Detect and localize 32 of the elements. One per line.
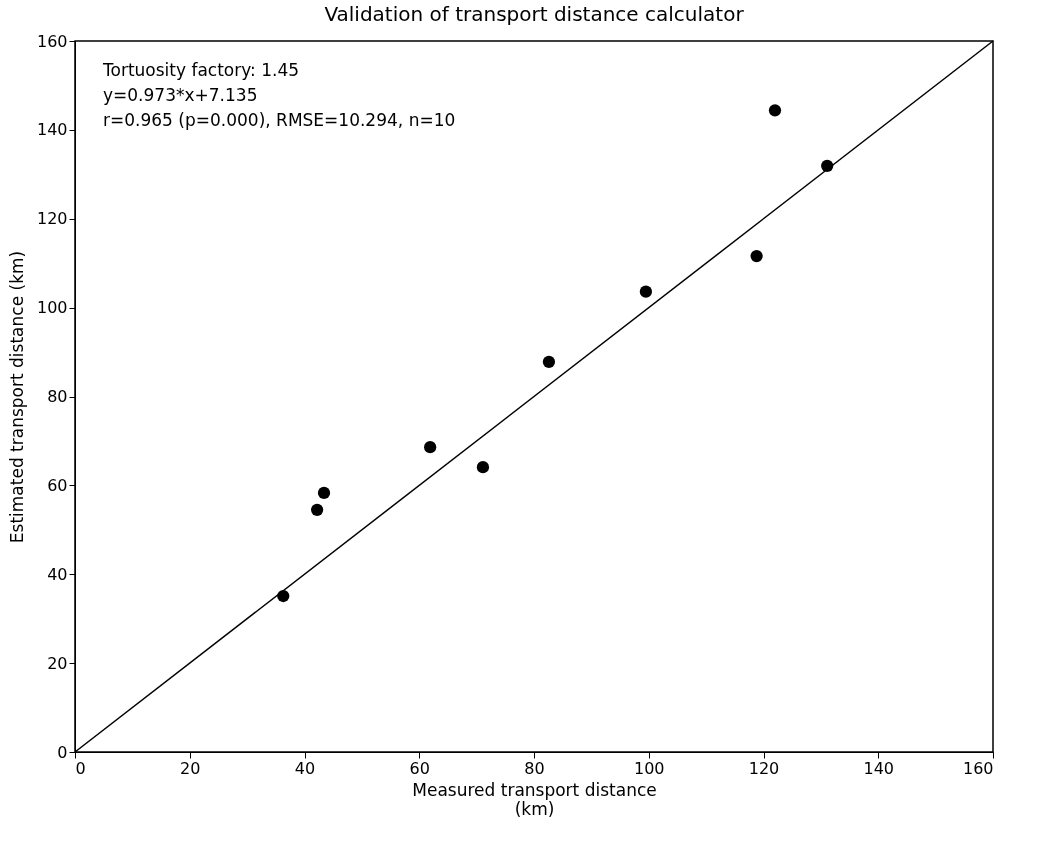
y-tick-label: 100	[36, 298, 68, 318]
y-tick-label: 140	[36, 120, 68, 140]
point	[542, 355, 556, 368]
y-tick-label: 120	[36, 209, 68, 229]
point	[317, 486, 331, 500]
y-axis-title: Estimated transport distance (km)	[6, 250, 27, 544]
y-tick-label: 40	[47, 564, 68, 584]
point	[424, 441, 437, 454]
y-tick-label: 80	[47, 387, 68, 406]
point	[750, 249, 763, 263]
annotation: y=0.973*x+7.135	[103, 85, 258, 105]
x-tick-label: 0	[75, 758, 86, 778]
x-tick-label: 120	[748, 758, 780, 778]
point	[639, 285, 653, 298]
x-tick-label: 60	[409, 758, 430, 778]
y-tick-label: 20	[47, 653, 68, 673]
point	[476, 461, 490, 474]
x-tick-label: 100	[633, 758, 665, 778]
y-tick-label: 60	[47, 475, 68, 495]
annotation: r=0.965 (p=0.000), RMSE=10.294, n=10	[103, 110, 456, 130]
x-tick-label: 80	[524, 758, 545, 778]
chart-title: Validation of transport distance calculator	[324, 2, 745, 26]
y-tick-label: 0	[57, 742, 68, 762]
x-tick-label: 40	[294, 758, 316, 778]
x-tick-label: 140	[863, 758, 895, 778]
annotation: Tortuosity factory: 1.45	[102, 60, 300, 80]
point	[768, 104, 782, 117]
point	[311, 503, 324, 516]
y-tick-label: 160	[36, 31, 68, 51]
x-tick-label: 20	[180, 758, 201, 778]
x-axis-title: Measured transport distance (km)	[412, 779, 657, 819]
x-tick-label: 160	[962, 758, 994, 778]
